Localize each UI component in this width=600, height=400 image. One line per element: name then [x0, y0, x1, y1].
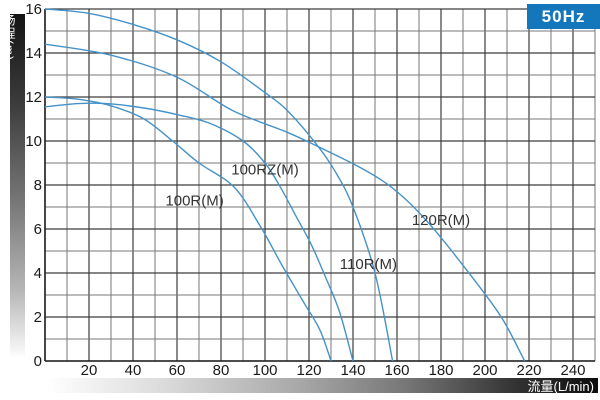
y-tick-label: 16 — [25, 1, 42, 18]
x-tick-label: 220 — [516, 362, 541, 379]
curve-100R(M) — [44, 96, 332, 362]
x-axis-gradient-bar: 流量(L/min) — [47, 378, 598, 394]
x-tick-label: 160 — [384, 362, 409, 379]
curve-100RZ(M) — [44, 102, 354, 362]
curve-label-120R(M): 120R(M) — [412, 212, 470, 229]
y-axis-gradient-bar — [10, 14, 25, 358]
y-tick-label: 4 — [34, 265, 42, 282]
x-tick-label: 140 — [340, 362, 365, 379]
curve-label-100R(M): 100R(M) — [165, 192, 223, 209]
x-tick-label: 200 — [472, 362, 497, 379]
y-tick-label: 6 — [34, 221, 42, 238]
x-tick-label: 80 — [213, 362, 230, 379]
x-tick-label: 60 — [169, 362, 186, 379]
y-tick-label: 0 — [34, 353, 42, 370]
x-tick-label: 240 — [560, 362, 585, 379]
curve-label-110R(M): 110R(M) — [340, 256, 397, 273]
x-tick-label: 20 — [81, 362, 98, 379]
y-tick-label: 10 — [25, 133, 42, 150]
y-tick-label: 2 — [34, 309, 42, 326]
x-axis-title: 流量(L/min) — [527, 379, 594, 394]
y-tick-label: 14 — [25, 45, 42, 62]
curve-label-100RZ(M): 100RZ(M) — [231, 162, 299, 179]
x-tick-label: 120 — [296, 362, 321, 379]
x-tick-label: 40 — [125, 362, 142, 379]
y-tick-label: 12 — [25, 89, 42, 106]
curve-110R(M) — [44, 8, 394, 362]
y-axis-title: 扬程(m) — [2, 14, 16, 61]
x-tick-label: 100 — [252, 362, 277, 379]
curve-120R(M) — [44, 43, 526, 362]
frequency-badge: 50Hz — [527, 4, 600, 29]
y-tick-label: 8 — [34, 177, 42, 194]
x-tick-label: 180 — [428, 362, 453, 379]
